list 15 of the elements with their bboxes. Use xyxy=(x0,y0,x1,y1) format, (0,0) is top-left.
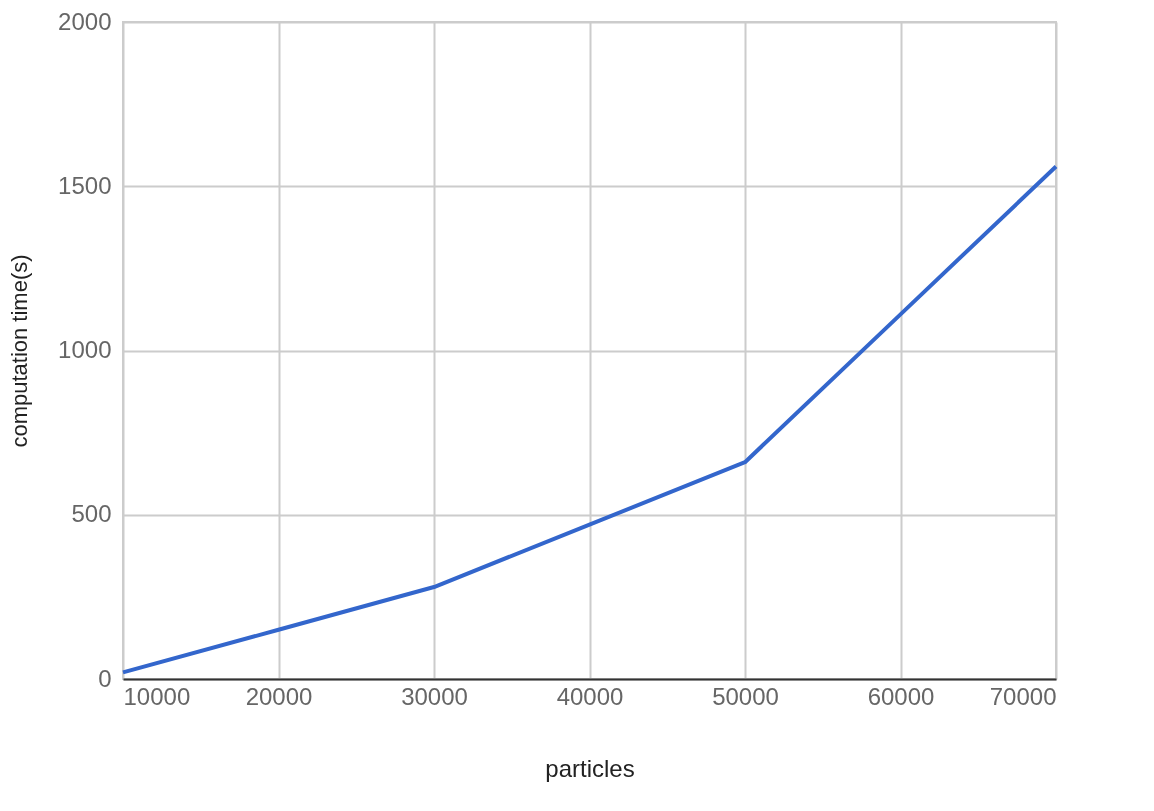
x-tick-label: 10000 xyxy=(123,682,191,710)
y-tick-label: 1000 xyxy=(58,336,112,363)
x-tick-label: 60000 xyxy=(867,682,935,710)
y-tick-label: 2000 xyxy=(58,7,112,35)
line-series xyxy=(121,164,1058,675)
y-tick-label: 0 xyxy=(98,664,112,692)
x-tick-label: 70000 xyxy=(989,682,1057,710)
x-tick-label: 30000 xyxy=(401,682,468,710)
x-axis-title: particles xyxy=(545,754,635,782)
y-tick-label: 500 xyxy=(71,500,112,528)
x-tick-label: 50000 xyxy=(712,682,779,710)
x-tick-label: 20000 xyxy=(245,682,313,710)
x-tick-label: 40000 xyxy=(556,682,624,710)
y-tick-label: 1500 xyxy=(58,171,112,199)
y-axis-title: computation time(s) xyxy=(7,254,33,448)
